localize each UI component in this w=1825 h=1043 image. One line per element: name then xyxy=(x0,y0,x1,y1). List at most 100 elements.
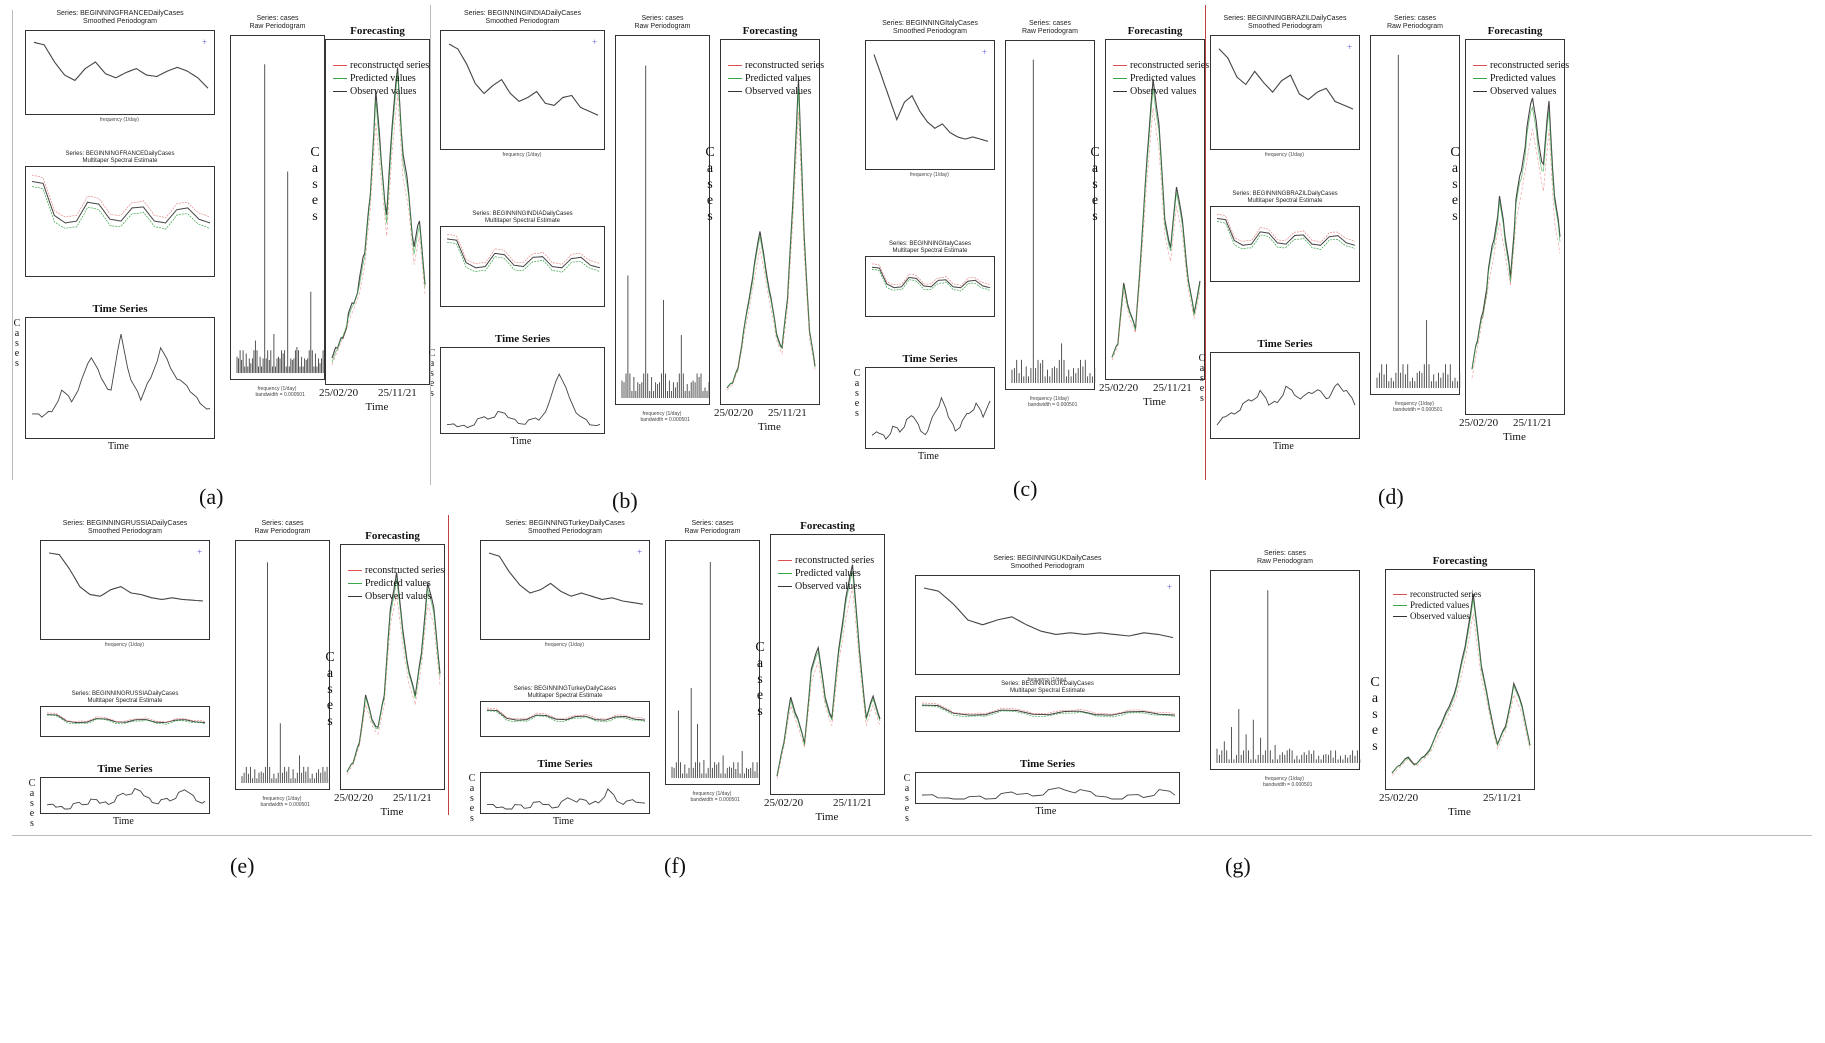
legend-label: reconstructed series xyxy=(1130,60,1210,71)
fc-predicted-e xyxy=(346,578,441,772)
legend-swatch xyxy=(1393,594,1407,596)
raw-bw-b: bandwidth = 0.000501 xyxy=(640,417,690,423)
fc-cases-letter-f-2: s xyxy=(757,672,763,687)
smoothed-xlabel-b: frequency (1/day) xyxy=(502,152,542,158)
smoothed-svg-g: + xyxy=(923,582,1174,639)
ts-box-d xyxy=(1210,352,1360,439)
fc-time-f: Time xyxy=(815,811,839,823)
legend-item-a-0: reconstructed series xyxy=(333,59,429,72)
multi-lower-f xyxy=(486,710,646,723)
fc-observed-a xyxy=(331,67,426,359)
ts-xlabel-e: Time xyxy=(113,816,134,827)
legend-item-d-1: Predicted values xyxy=(1473,72,1569,85)
legend-label: Observed values xyxy=(1130,86,1197,97)
ts-line-g xyxy=(921,787,1176,800)
multi-sub-b: Multitaper Spectral Estimate xyxy=(484,218,561,224)
ts-cases-letter-c-2: s xyxy=(855,388,859,399)
divider-bottom xyxy=(12,835,1812,836)
fc-cases-letter-c-0: C xyxy=(1090,145,1100,160)
smoothed-title-c: Series: BEGINNINGItalyCases xyxy=(882,20,978,27)
legend-swatch xyxy=(1393,605,1407,607)
fc-cases-letter-b-4: s xyxy=(707,209,713,224)
multi-svg-e xyxy=(46,712,206,725)
fc-start-d: 25/02/20 xyxy=(1459,417,1499,429)
multi-box-e xyxy=(40,706,210,737)
multi-title-g: Series: BEGINNINGUKDailyCases xyxy=(1001,681,1094,687)
multi-line-f xyxy=(486,709,646,721)
ts-box-e xyxy=(40,777,210,814)
fc-cases-letter-a-4: s xyxy=(312,209,318,224)
ts-svg-b xyxy=(446,373,601,429)
smoothed-title-a: Series: BEGINNINGFRANCEDailyCases xyxy=(56,10,184,17)
ts-cases-letter-g-2: s xyxy=(905,793,909,804)
fc-time-c: Time xyxy=(1143,396,1166,408)
legend-label: Observed values xyxy=(1490,86,1557,97)
raw-sub-c: Raw Periodogram xyxy=(1021,28,1079,35)
fc-box-g xyxy=(1385,569,1535,790)
raw-box-g xyxy=(1210,570,1361,770)
fc-end-g: 25/11/21 xyxy=(1483,792,1522,804)
legend-label: Predicted values xyxy=(350,73,416,84)
ts-cases-letter-f-0: C xyxy=(468,773,476,784)
smoothed-line-c xyxy=(873,54,989,142)
fc-time-e: Time xyxy=(380,806,404,818)
fc-predicted-a xyxy=(331,73,426,363)
fc-reconstructed-g xyxy=(1391,613,1531,776)
fc-cases-letter-g-2: s xyxy=(1372,707,1378,722)
fc-cases-letter-d-3: e xyxy=(1451,193,1459,208)
fc-cases-letter-g-0: C xyxy=(1370,675,1380,690)
fc-cases-letter-f-4: s xyxy=(757,704,763,719)
ts-cases-letter-f-4: s xyxy=(470,813,474,824)
legend-swatch xyxy=(333,91,347,93)
fc-cases-letter-g-1: a xyxy=(1371,691,1379,706)
raw-sub-b: Raw Periodogram xyxy=(634,23,691,30)
fc-cases-letter-a-0: C xyxy=(310,145,320,160)
ts-cases-letter-a-0: C xyxy=(13,318,21,329)
smoothed-sub-g: Smoothed Periodogram xyxy=(1010,563,1085,570)
multi-title-d: Series: BEGINNINGBRAZILDailyCases xyxy=(1232,191,1338,197)
legend-item-f-2: Observed values xyxy=(778,580,874,593)
fc-cases-letter-d-1: a xyxy=(1451,161,1459,176)
fc-time-b: Time xyxy=(758,421,781,433)
raw-bw-g: bandwidth = 0.000501 xyxy=(1263,782,1313,788)
fc-svg-d xyxy=(1471,97,1561,379)
fc-cases-letter-b-1: a xyxy=(706,161,714,176)
ts-title-b: Time Series xyxy=(494,333,551,345)
legend-item-e-1: Predicted values xyxy=(348,577,444,590)
raw-sub-g: Raw Periodogram xyxy=(1256,558,1314,565)
ts-box-f xyxy=(480,772,650,814)
fc-svg-f xyxy=(776,564,881,779)
multi-title-a: Series: BEGINNINGFRANCEDailyCases xyxy=(65,151,175,157)
multi-sub-f: Multitaper Spectral Estimate xyxy=(527,693,603,699)
legend-swatch xyxy=(728,65,742,67)
multi-lower-d xyxy=(1216,221,1356,251)
fc-box-c xyxy=(1105,39,1205,380)
fc-reconstructed-c xyxy=(1111,107,1201,361)
caption-f: (f) xyxy=(664,853,686,878)
bandwidth-cross-a: + xyxy=(202,37,207,47)
ts-box-g xyxy=(915,772,1180,804)
smoothed-line-b xyxy=(448,43,599,116)
raw-bw-e: bandwidth = 0.000501 xyxy=(260,802,310,808)
ts-xlabel-g: Time xyxy=(1035,806,1057,817)
ts-box-b xyxy=(440,347,605,434)
raw-xlabel-d: frequency (1/day) xyxy=(1395,401,1434,407)
raw-box-e xyxy=(235,540,330,790)
ts-cases-letter-e-0: C xyxy=(28,778,36,789)
legend-item-c-2: Observed values xyxy=(1113,85,1209,98)
smoothed-xlabel-f: frequency (1/day) xyxy=(545,642,584,648)
multi-svg-f xyxy=(486,707,646,723)
smoothed-svg-b: + xyxy=(448,37,599,116)
ts-cases-letter-b-2: s xyxy=(430,368,434,379)
ts-cases-letter-b-0: C xyxy=(428,348,436,359)
legend-item-c-0: reconstructed series xyxy=(1113,59,1209,72)
ts-line-c xyxy=(871,396,991,440)
fc-cases-letter-c-3: e xyxy=(1091,193,1099,208)
fc-box-d xyxy=(1465,39,1565,415)
raw-title-e: Series: cases xyxy=(261,520,304,527)
fc-start-c: 25/02/20 xyxy=(1099,382,1139,394)
raw-sub-f: Raw Periodogram xyxy=(684,528,741,535)
